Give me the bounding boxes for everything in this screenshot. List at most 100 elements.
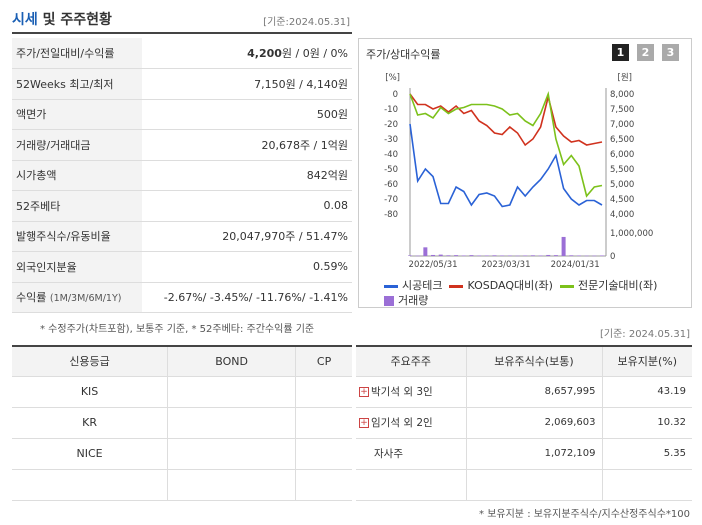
volume-bar [546, 254, 551, 256]
pct-cell: 10.32 [601, 407, 692, 439]
x-tick-label: 2024/01/31 [551, 260, 600, 270]
bond-cell [167, 469, 296, 501]
volume-bar [469, 255, 474, 256]
legend-label: 거래량 [398, 294, 429, 307]
right-tick-label: 7,500 [610, 105, 634, 115]
right-tick-label: 6,500 [610, 135, 634, 145]
legend-item: 전문기술대비(좌) [559, 279, 657, 292]
volume-bar [500, 255, 505, 256]
volume-bar [431, 254, 436, 256]
row-label: 액면가 [12, 99, 142, 130]
row-value: 20,047,970주 / 51.47% [142, 221, 352, 252]
right-tick-label: 5,500 [610, 165, 634, 175]
return-label-small: (1M/3M/6M/1Y) [49, 293, 122, 305]
bond-cell [167, 438, 296, 470]
chart-panel [358, 38, 692, 308]
table-row: 자사주 1,072,109 5.35 [356, 438, 692, 470]
table-row: NICE [12, 438, 352, 470]
volume-bar [600, 255, 604, 256]
legend-swatch [559, 284, 574, 288]
legend-item: 시공테크 [384, 279, 442, 292]
column-header: 신용등급 [12, 346, 168, 377]
left-tick-label: -60 [384, 180, 398, 190]
holders-note: * 보유지분 : 보유지분주식수/지수산정주식수*100 [479, 509, 690, 520]
volume-bar [423, 247, 428, 256]
bond-cell [167, 407, 296, 439]
volume-bar [561, 236, 566, 256]
table-row: 시가총액 842억원 [12, 160, 352, 191]
row-label: 주가/전일대비/수익률 [12, 38, 142, 69]
row-label: 수익률 (1M/3M/6M/1Y) [12, 282, 142, 313]
period-button-1[interactable]: 1 [612, 44, 629, 61]
column-header: 주요주주 [356, 346, 466, 377]
chart-title: 주가/상대수익률 [366, 48, 441, 61]
row-value: 7,150원 / 4,140원 [142, 68, 352, 100]
legend-swatch [449, 284, 464, 288]
volume-tick-label: 1,000,000 [610, 229, 653, 239]
column-header: BOND [167, 346, 296, 377]
empty-cell [356, 469, 466, 501]
period-button-2[interactable]: 2 [637, 44, 654, 61]
return-value: -2.67%/ -3.45%/ -11.76%/ -1.41% [142, 282, 352, 313]
right-tick-label: 7,000 [610, 120, 634, 130]
expand-icon[interactable]: + [359, 387, 369, 397]
row-label: 거래량/거래대금 [12, 129, 142, 161]
row-label: 외국인지분율 [12, 251, 142, 283]
volume-tick-label: 0 [610, 252, 615, 262]
holder-name-cell: 자사주 [356, 438, 466, 470]
price-rest: 원 / 0원 / 0% [281, 47, 348, 60]
left-tick-label: -50 [384, 165, 398, 175]
left-axis-unit: [%] [385, 73, 400, 83]
table-header-row: 주요주주 보유주식수(보통) 보유지분(%) [356, 346, 692, 377]
price-bold: 4,200 [247, 47, 282, 60]
table-row: + 임기석 외 2인 2,069,603 10.32 [356, 407, 692, 439]
row-value: 4,200원 / 0원 / 0% [142, 38, 352, 69]
agency-cell: KIS [12, 376, 168, 408]
volume-bar [553, 255, 558, 256]
section-title: 시세 및 주주현황 [12, 9, 112, 29]
holder-name-cell: + 임기석 외 2인 [356, 407, 466, 439]
title-rest: 및 주주현황 [42, 12, 112, 28]
shares-cell: 2,069,603 [465, 407, 602, 439]
table-row [12, 469, 352, 501]
empty-cell [465, 469, 602, 501]
expand-icon[interactable]: + [359, 418, 369, 428]
quote-table: 주가/전일대비/수익률 4,200원 / 0원 / 0% 52Weeks 최고/… [12, 38, 352, 313]
table-row: 52주베타 0.08 [12, 190, 352, 222]
shares-cell: 8,657,995 [465, 376, 602, 408]
holders-table: 주요주주 보유주식수(보통) 보유지분(%) + 박기석 외 3인 8,657,9… [356, 345, 692, 501]
bond-cell [167, 376, 296, 408]
legend-item: KOSDAQ대비(좌) [449, 279, 553, 292]
agency-cell: KR [12, 407, 168, 439]
table-row: 주가/전일대비/수익률 4,200원 / 0원 / 0% [12, 38, 352, 69]
right-tick-label: 4,500 [610, 195, 634, 205]
column-header: 보유지분(%) [601, 346, 692, 377]
period-button-3[interactable]: 3 [662, 44, 679, 61]
legend-label: KOSDAQ대비(좌) [467, 279, 553, 292]
divider [12, 32, 352, 34]
left-tick-label: -20 [384, 120, 398, 130]
volume-bar [530, 255, 535, 256]
table-row: 수익률 (1M/3M/6M/1Y) -2.67%/ -3.45%/ -11.76… [12, 282, 352, 313]
agency-cell: NICE [12, 438, 168, 470]
left-tick-label: -10 [384, 105, 398, 115]
quote-note: * 수정주가(차트포함), 보통주 기준, * 52주베타: 주간수익률 기준 [40, 324, 315, 335]
right-tick-label: 6,000 [610, 150, 634, 160]
row-value: 0.08 [142, 190, 352, 222]
holder-name[interactable]: 임기석 외 2인 [371, 417, 433, 429]
holders-base-date: [기준: 2024.05.31] [599, 329, 690, 340]
legend-swatch [384, 284, 398, 288]
series-line-2 [409, 93, 603, 147]
row-value: 500원 [142, 99, 352, 130]
x-tick-label: 2022/05/31 [409, 260, 458, 270]
agency-cell [12, 469, 168, 501]
column-header: 보유주식수(보통) [465, 346, 602, 377]
right-tick-label: 8,000 [610, 90, 634, 100]
shares-cell: 1,072,109 [465, 438, 602, 470]
holder-name[interactable]: 박기석 외 3인 [371, 386, 433, 398]
legend-row-1: 시공테크 KOSDAQ대비(좌) 전문기술대비(좌) [384, 277, 657, 293]
title-main: 시세 [12, 12, 38, 28]
table-row: 거래량/거래대금 20,678주 / 1억원 [12, 129, 352, 161]
left-tick-label: -70 [384, 195, 398, 205]
left-tick-label: -80 [384, 210, 398, 220]
